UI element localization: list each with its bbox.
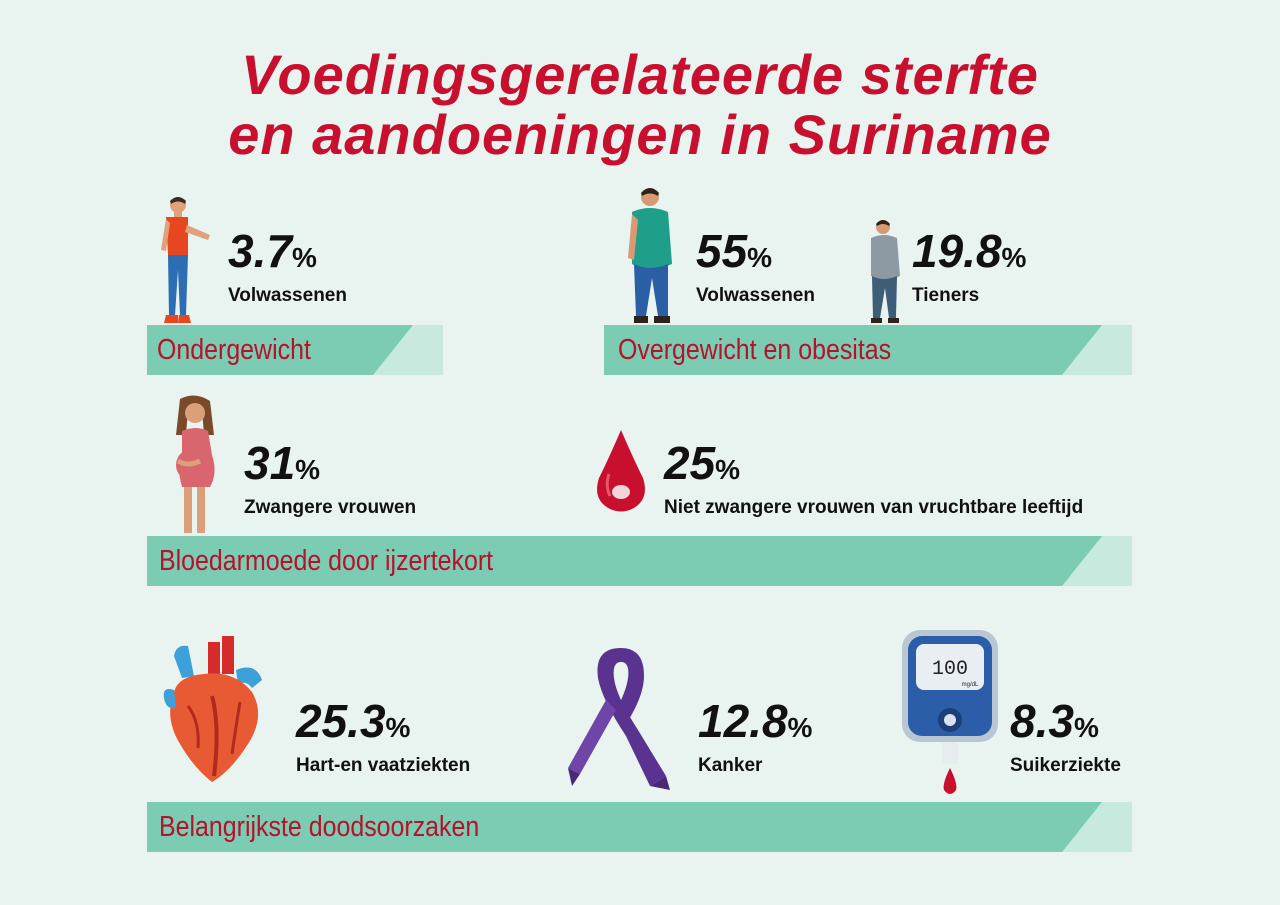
stat-undernourished-adults: 3.7% Volwassenen [228,228,347,307]
stat-value: 12.8 [698,695,788,747]
page-title-line-1: Voedingsgerelateerde sterfte [241,43,1039,106]
stat-overweight-teens: 19.8% Tieners [912,228,1026,307]
stat-value: 3.7 [228,225,292,277]
stat-label: Volwassenen [696,285,815,306]
section-band-doodsoorzaken: Belangrijkste doodsoorzaken [147,802,1132,852]
stat-anemia-pregnant: 31% Zwangere vrouwen [244,440,416,519]
meter-reading: 100 [932,658,968,681]
stat-label: Hart-en vaatziekten [296,755,471,776]
percent-sign: % [291,242,317,273]
percent-sign: % [385,712,411,743]
stat-label: Suikerziekte [1010,755,1121,776]
blood-drop-icon [597,430,645,512]
section-label: Overgewicht en obesitas [618,334,892,366]
stat-label: Tieners [912,285,980,306]
glucose-meter-icon: 100 mg/dL [902,630,998,794]
stat-value: 31 [244,437,296,489]
section-label: Bloedarmoede door ijzertekort [159,545,494,577]
meter-unit: mg/dL [962,682,979,688]
stat-label: Kanker [698,755,763,776]
percent-sign: % [715,454,741,485]
stat-value: 25.3 [296,695,386,747]
stat-value: 25 [664,437,716,489]
stat-label: Volwassenen [228,285,347,306]
percent-sign: % [747,242,773,273]
overweight-man-icon [628,188,672,323]
percent-sign: % [787,712,813,743]
stat-value: 8.3 [1010,695,1074,747]
section-band-bloedarmoede: Bloedarmoede door ijzertekort [147,536,1132,586]
stat-value: 19.8 [912,225,1002,277]
percent-sign: % [1001,242,1027,273]
section-label: Belangrijkste doodsoorzaken [159,811,480,843]
stat-label: Niet zwangere vrouwen van vruchtbare lee… [664,497,1084,518]
percent-sign: % [295,454,321,485]
heart-icon [163,636,262,782]
overweight-teen-icon [871,220,900,323]
stat-cardiovascular: 25.3% Hart-en vaatziekten [296,698,470,777]
stat-value: 55 [696,225,748,277]
section-band-ondergewicht: Ondergewicht [147,325,443,375]
stat-overweight-adults: 55% Volwassenen [696,228,815,307]
pregnant-woman-icon [176,395,215,538]
stat-cancer: 12.8% Kanker [698,698,812,777]
page-title-line-2: en aandoeningen in Suriname [228,103,1052,166]
section-band-overgewicht: Overgewicht en obesitas [604,325,1132,375]
section-label: Ondergewicht [157,334,311,366]
stat-label: Zwangere vrouwen [244,497,417,518]
stat-anemia-non-pregnant: 25% Niet zwangere vrouwen van vruchtbare… [664,440,1083,519]
stat-diabetes: 8.3% Suikerziekte [1010,698,1121,777]
thin-man-icon [161,197,210,323]
percent-sign: % [1073,712,1099,743]
cancer-ribbon-icon [568,648,670,790]
